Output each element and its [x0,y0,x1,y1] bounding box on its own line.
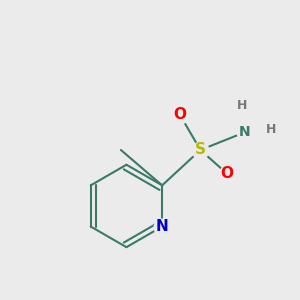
Text: N: N [239,125,250,139]
Text: H: H [266,123,276,136]
Text: O: O [173,107,186,122]
Text: H: H [236,99,247,112]
Text: O: O [220,166,233,181]
Text: N: N [156,219,169,234]
Text: S: S [195,142,206,158]
